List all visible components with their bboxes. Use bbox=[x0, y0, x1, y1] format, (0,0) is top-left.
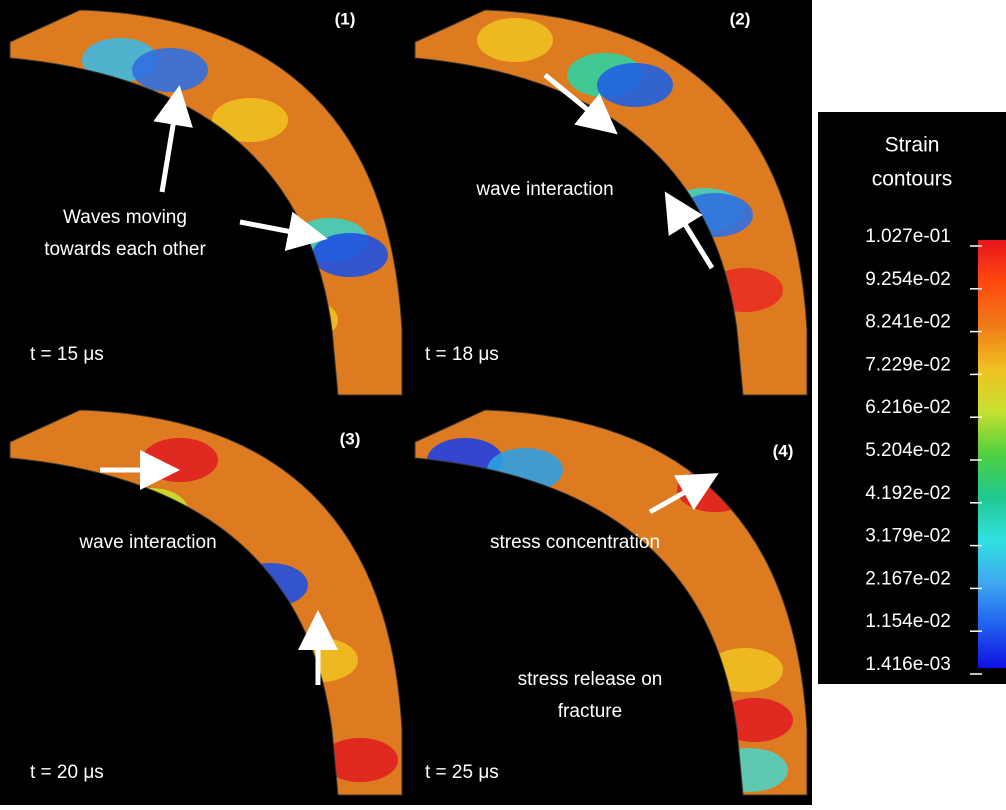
contour-blob bbox=[597, 63, 673, 107]
panel-label: (1) bbox=[335, 9, 356, 28]
annotation: towards each other bbox=[44, 239, 206, 260]
colorbar bbox=[978, 240, 1006, 668]
legend-value: 2.167e-02 bbox=[865, 568, 951, 589]
time-label: t = 25 μs bbox=[425, 762, 499, 783]
legend-value: 5.204e-02 bbox=[865, 440, 951, 461]
legend-title: contours bbox=[872, 168, 953, 191]
annotation: stress concentration bbox=[490, 532, 660, 553]
panel-label: (2) bbox=[730, 9, 751, 28]
annotation: wave interaction bbox=[78, 532, 216, 553]
contour-blob bbox=[477, 18, 553, 62]
annotation: Waves moving bbox=[63, 207, 187, 228]
legend-value: 8.241e-02 bbox=[865, 312, 951, 333]
contour-blob bbox=[312, 233, 388, 277]
legend-value: 6.216e-02 bbox=[865, 397, 951, 418]
legend-value: 3.179e-02 bbox=[865, 526, 951, 547]
annotation: fracture bbox=[558, 701, 622, 722]
legend-value: 1.027e-01 bbox=[865, 226, 951, 247]
legend-value: 1.416e-03 bbox=[865, 654, 951, 675]
page: (1) t = 15 μs Waves moving towards each oth… bbox=[0, 0, 1006, 805]
figure: (1) t = 15 μs Waves moving towards each oth… bbox=[0, 0, 1006, 805]
time-label: t = 20 μs bbox=[30, 762, 104, 783]
panel-label: (3) bbox=[340, 429, 361, 448]
time-label: t = 18 μs bbox=[425, 344, 499, 365]
legend-value: 7.229e-02 bbox=[865, 354, 951, 375]
annotation: wave interaction bbox=[475, 179, 613, 200]
time-label: t = 15 μs bbox=[30, 344, 104, 365]
legend-value: 4.192e-02 bbox=[865, 483, 951, 504]
legend-value: 9.254e-02 bbox=[865, 269, 951, 290]
annotation: stress release on bbox=[518, 669, 663, 690]
legend-value: 1.154e-02 bbox=[865, 611, 951, 632]
contour-blob bbox=[132, 48, 208, 92]
contour-blob bbox=[142, 438, 218, 482]
legend-title: Strain bbox=[885, 134, 940, 157]
panel-label: (4) bbox=[773, 441, 794, 460]
